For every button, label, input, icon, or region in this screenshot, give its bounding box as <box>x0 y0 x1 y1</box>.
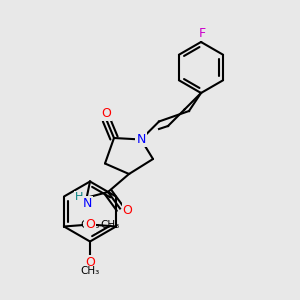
Text: O: O <box>84 218 94 232</box>
Text: CH₃: CH₃ <box>80 220 99 230</box>
Text: N: N <box>82 197 92 210</box>
Text: CH₃: CH₃ <box>100 220 119 230</box>
Text: O: O <box>102 107 111 120</box>
Text: N: N <box>136 133 146 146</box>
Text: O: O <box>85 218 95 232</box>
Text: H: H <box>75 191 83 202</box>
Text: O: O <box>85 256 95 269</box>
Text: F: F <box>199 27 206 40</box>
Text: O: O <box>123 203 132 217</box>
Text: CH₃: CH₃ <box>80 266 100 276</box>
